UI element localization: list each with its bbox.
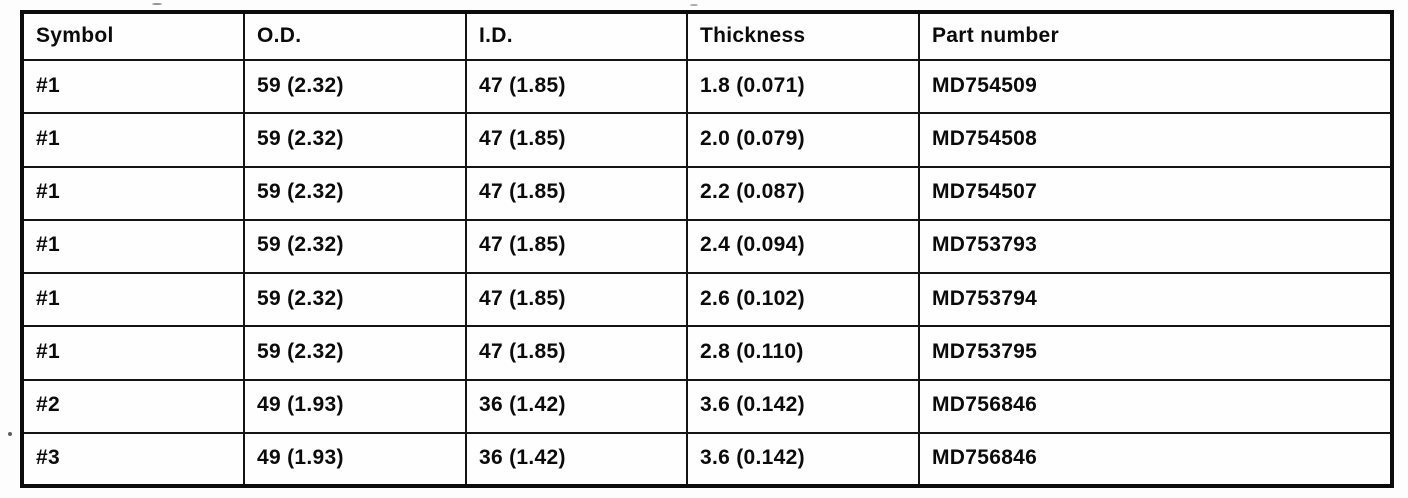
table-row: #1 59 (2.32) 47 (1.85) 2.4 (0.094) MD753… [21,218,1393,275]
cell-od: 49 (1.93) [243,378,467,434]
column-header-symbol: Symbol [21,11,245,61]
cell-thickness: 2.2 (0.087) [686,165,920,221]
table-row: #1 59 (2.32) 47 (1.85) 2.8 (0.110) MD753… [21,325,1393,381]
column-header-part-number: Part number [918,11,1393,61]
cell-od: 59 (2.32) [243,112,467,168]
cell-id: 47 (1.85) [465,271,688,328]
cell-symbol: #1 [21,325,245,381]
table-row: #1 59 (2.32) 47 (1.85) 2.6 (0.102) MD753… [21,271,1393,328]
cell-thickness: 3.6 (0.142) [686,378,920,434]
cell-od: 59 (2.32) [243,165,467,221]
cell-symbol: #1 [21,218,245,275]
cell-symbol: #1 [21,271,245,328]
cell-part-number: MD754509 [918,58,1393,115]
cell-thickness: 2.6 (0.102) [686,271,920,328]
cell-part-number: MD754507 [918,165,1393,221]
cell-od: 59 (2.32) [243,58,467,115]
cell-part-number: MD753793 [918,218,1393,275]
cell-symbol: #1 [21,112,245,168]
cell-part-number: MD756846 [918,431,1393,488]
cell-thickness: 3.6 (0.142) [686,431,920,488]
column-header-thickness: Thickness [686,11,920,61]
cell-od: 59 (2.32) [243,218,467,275]
cell-symbol: #1 [21,58,245,115]
table-row: #1 59 (2.32) 47 (1.85) 2.0 (0.079) MD754… [21,112,1393,168]
cell-od: 59 (2.32) [243,325,467,381]
cell-part-number: MD756846 [918,378,1393,434]
cell-thickness: 2.4 (0.094) [686,218,920,275]
column-header-id: I.D. [465,11,688,61]
cell-thickness: 2.8 (0.110) [686,325,920,381]
scan-speckle [690,4,698,6]
cell-id: 47 (1.85) [465,112,688,168]
column-header-od: O.D. [243,11,467,61]
cell-symbol: #3 [21,431,245,488]
scan-speckle [152,3,162,5]
cell-thickness: 1.8 (0.071) [686,58,920,115]
cell-id: 47 (1.85) [465,58,688,115]
cell-id: 36 (1.42) [465,431,688,488]
scan-speckle [8,432,12,436]
cell-od: 59 (2.32) [243,271,467,328]
cell-symbol: #2 [21,378,245,434]
table-row: #1 59 (2.32) 47 (1.85) 1.8 (0.071) MD754… [21,58,1393,115]
table-row: #3 49 (1.93) 36 (1.42) 3.6 (0.142) MD756… [21,431,1393,488]
cell-part-number: MD753794 [918,271,1393,328]
cell-id: 47 (1.85) [465,325,688,381]
parts-table: Symbol O.D. I.D. Thickness Part number #… [20,10,1394,488]
cell-id: 47 (1.85) [465,218,688,275]
cell-part-number: MD754508 [918,112,1393,168]
cell-id: 47 (1.85) [465,165,688,221]
cell-od: 49 (1.93) [243,431,467,488]
cell-symbol: #1 [21,165,245,221]
table-row: #1 59 (2.32) 47 (1.85) 2.2 (0.087) MD754… [21,165,1393,221]
header-row: Symbol O.D. I.D. Thickness Part number [21,11,1393,61]
cell-thickness: 2.0 (0.079) [686,112,920,168]
table-row: #2 49 (1.93) 36 (1.42) 3.6 (0.142) MD756… [21,378,1393,434]
cell-part-number: MD753795 [918,325,1393,381]
cell-id: 36 (1.42) [465,378,688,434]
